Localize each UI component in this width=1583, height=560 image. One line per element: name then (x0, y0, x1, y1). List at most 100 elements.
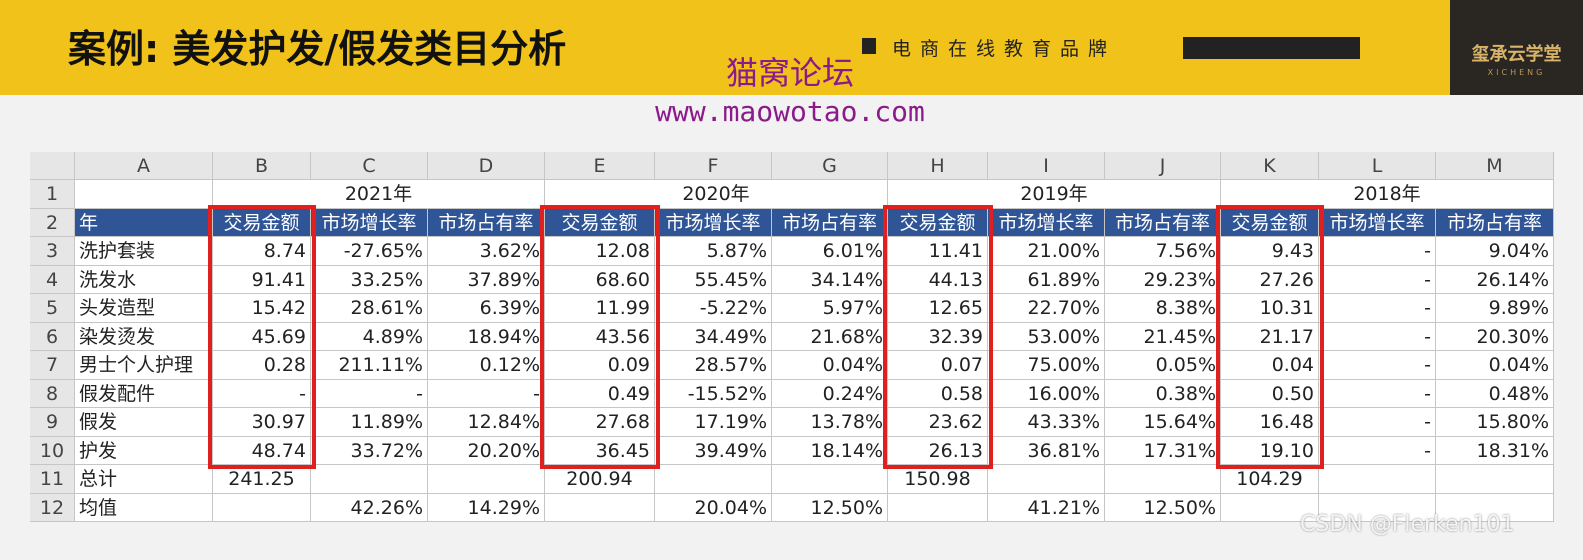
data-cell: 10.31 (1221, 294, 1319, 323)
column-letter: D (428, 152, 545, 180)
data-cell: 33.25% (311, 265, 428, 294)
highlight-box (208, 204, 316, 469)
year-header: 2020年 (545, 180, 888, 209)
data-cell: 55.45% (655, 265, 772, 294)
cell (1105, 465, 1221, 494)
data-cell: - (428, 379, 545, 408)
metric-header: 交易金额 (213, 208, 311, 237)
average-cell: 14.29% (428, 493, 545, 522)
data-cell: 27.26 (1221, 265, 1319, 294)
data-cell: 18.94% (428, 322, 545, 351)
cell (545, 493, 655, 522)
data-cell: 34.49% (655, 322, 772, 351)
row-label: 头发造型 (75, 294, 213, 323)
data-cell: 29.23% (1105, 265, 1221, 294)
metric-header: 市场占有率 (1436, 208, 1554, 237)
data-cell: 0.49 (545, 379, 655, 408)
column-letter: C (311, 152, 428, 180)
year-header: 2018年 (1221, 180, 1554, 209)
row-number: 4 (30, 265, 75, 294)
data-cell: 0.58 (888, 379, 988, 408)
data-cell: 8.38% (1105, 294, 1221, 323)
column-letter: J (1105, 152, 1221, 180)
metric-header: 交易金额 (1221, 208, 1319, 237)
cell (1319, 465, 1436, 494)
cell (1436, 465, 1554, 494)
data-cell: -5.22% (655, 294, 772, 323)
corner-cell (30, 152, 75, 180)
column-letter: H (888, 152, 988, 180)
data-cell: 12.08 (545, 237, 655, 266)
row-label: 均值 (75, 493, 213, 522)
data-cell: 91.41 (213, 265, 311, 294)
data-cell: - (1319, 436, 1436, 465)
data-cell: 12.84% (428, 408, 545, 437)
data-cell: - (1319, 351, 1436, 380)
average-cell: 42.26% (311, 493, 428, 522)
column-letter: E (545, 152, 655, 180)
data-cell: 8.74 (213, 237, 311, 266)
data-cell: 20.20% (428, 436, 545, 465)
row-label: 男士个人护理 (75, 351, 213, 380)
row-label: 洗护套装 (75, 237, 213, 266)
total-cell: 241.25 (213, 465, 311, 494)
metric-header: 交易金额 (888, 208, 988, 237)
cell (888, 493, 988, 522)
data-cell: 211.11% (311, 351, 428, 380)
highlight-box (1216, 204, 1324, 469)
row-number: 11 (30, 465, 75, 494)
square-marker (862, 38, 876, 54)
data-cell: 21.17 (1221, 322, 1319, 351)
data-cell: 18.31% (1436, 436, 1554, 465)
data-cell: 18.14% (772, 436, 888, 465)
data-cell: 5.87% (655, 237, 772, 266)
row-label: 总计 (75, 465, 213, 494)
data-cell: - (1319, 408, 1436, 437)
data-cell: 23.62 (888, 408, 988, 437)
data-cell: 44.13 (888, 265, 988, 294)
average-cell (1436, 493, 1554, 522)
data-cell: 9.43 (1221, 237, 1319, 266)
metric-header: 市场增长率 (311, 208, 428, 237)
data-cell: 7.56% (1105, 237, 1221, 266)
data-cell: 28.61% (311, 294, 428, 323)
metric-header: 市场增长率 (655, 208, 772, 237)
highlight-box (540, 204, 660, 469)
data-cell: 34.14% (772, 265, 888, 294)
column-letter: G (772, 152, 888, 180)
data-cell: 6.01% (772, 237, 888, 266)
metric-header: 市场占有率 (428, 208, 545, 237)
row-number: 2 (30, 208, 75, 237)
highlight-box (883, 204, 993, 469)
row-number: 6 (30, 322, 75, 351)
row-number: 8 (30, 379, 75, 408)
logo-subtext: XICHENG (1487, 68, 1546, 77)
total-cell: 104.29 (1221, 465, 1319, 494)
data-cell: 16.48 (1221, 408, 1319, 437)
row-label: 洗发水 (75, 265, 213, 294)
cell (75, 180, 213, 209)
column-letter: I (988, 152, 1105, 180)
metric-header: 市场占有率 (1105, 208, 1221, 237)
data-cell: 0.12% (428, 351, 545, 380)
cell (311, 465, 428, 494)
header-cell: 年 (75, 208, 213, 237)
cell (988, 465, 1105, 494)
data-cell: 11.41 (888, 237, 988, 266)
logo-box (1450, 0, 1583, 95)
data-cell: - (1319, 294, 1436, 323)
data-cell: - (213, 379, 311, 408)
data-cell: 36.81% (988, 436, 1105, 465)
data-cell: 43.33% (988, 408, 1105, 437)
average-cell: 12.50% (1105, 493, 1221, 522)
data-cell: -27.65% (311, 237, 428, 266)
data-cell: 0.04% (772, 351, 888, 380)
data-cell: 0.05% (1105, 351, 1221, 380)
black-bar (1183, 37, 1360, 59)
metric-header: 市场占有率 (772, 208, 888, 237)
data-cell: 28.57% (655, 351, 772, 380)
average-cell (1319, 493, 1436, 522)
cell (213, 493, 311, 522)
